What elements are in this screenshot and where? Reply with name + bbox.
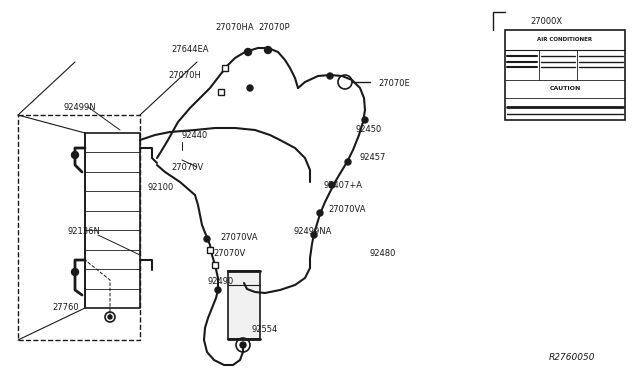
Circle shape (204, 236, 210, 242)
Text: 27070H: 27070H (168, 71, 201, 80)
Text: 92440: 92440 (182, 131, 208, 140)
Text: 92136N: 92136N (68, 228, 101, 237)
Text: 92407+A: 92407+A (323, 182, 362, 190)
Bar (18, 115, 140, 340)
Bar (218, 89, 224, 95)
Circle shape (362, 117, 368, 123)
Text: 92100: 92100 (147, 183, 173, 192)
Circle shape (244, 48, 252, 55)
Text: 27644EA: 27644EA (171, 45, 209, 55)
Text: 92450: 92450 (356, 125, 382, 135)
Circle shape (72, 269, 79, 276)
Bar (505, 30, 625, 120)
Circle shape (329, 182, 335, 188)
Circle shape (311, 232, 317, 238)
Text: 92499NA: 92499NA (294, 227, 332, 235)
Text: CAUTION: CAUTION (549, 86, 580, 92)
Text: 27070VA: 27070VA (220, 232, 257, 241)
Text: 27070P: 27070P (258, 23, 290, 32)
Text: R2760050: R2760050 (548, 353, 595, 362)
Circle shape (345, 159, 351, 165)
Text: 27070HA: 27070HA (215, 23, 253, 32)
Bar (212, 262, 218, 268)
Text: 27070VA: 27070VA (328, 205, 365, 215)
Text: 27000X: 27000X (530, 17, 562, 26)
Circle shape (264, 46, 271, 54)
Text: 27070V: 27070V (171, 163, 204, 171)
Text: 92554: 92554 (252, 326, 278, 334)
Circle shape (108, 315, 112, 319)
Text: AIR CONDITIONER: AIR CONDITIONER (538, 38, 593, 42)
Text: 92480: 92480 (370, 250, 396, 259)
Circle shape (247, 85, 253, 91)
Text: 92457: 92457 (359, 154, 385, 163)
Text: 27760: 27760 (52, 304, 79, 312)
Bar (222, 65, 228, 71)
Bar (228, 271, 260, 339)
Circle shape (72, 151, 79, 158)
Text: 27070E: 27070E (378, 78, 410, 87)
Bar (85, 133, 140, 308)
Circle shape (240, 342, 246, 348)
Text: 92499N: 92499N (64, 103, 97, 112)
Circle shape (327, 73, 333, 79)
Bar (207, 247, 213, 253)
Circle shape (215, 287, 221, 293)
Text: 92490: 92490 (207, 276, 233, 285)
Text: 27070V: 27070V (213, 248, 245, 257)
Circle shape (317, 210, 323, 216)
